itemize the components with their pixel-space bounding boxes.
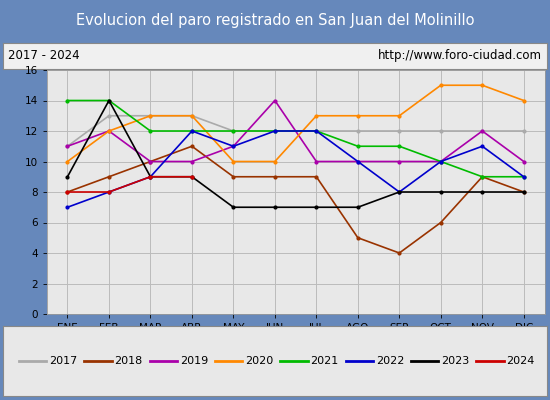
- Text: 2023: 2023: [441, 356, 469, 366]
- Text: 2017 - 2024: 2017 - 2024: [8, 49, 80, 62]
- Text: http://www.foro-ciudad.com: http://www.foro-ciudad.com: [378, 49, 542, 62]
- Text: 2021: 2021: [310, 356, 339, 366]
- Text: 2020: 2020: [245, 356, 273, 366]
- Text: 2018: 2018: [114, 356, 142, 366]
- Text: 2024: 2024: [507, 356, 535, 366]
- Text: 2017: 2017: [49, 356, 78, 366]
- Text: 2019: 2019: [180, 356, 208, 366]
- Text: Evolucion del paro registrado en San Juan del Molinillo: Evolucion del paro registrado en San Jua…: [76, 14, 474, 28]
- Text: 2022: 2022: [376, 356, 404, 366]
